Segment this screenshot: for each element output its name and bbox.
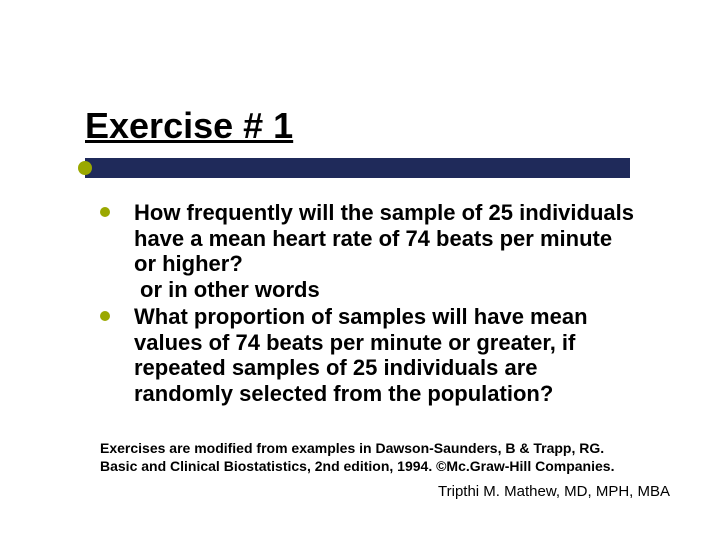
bullet-list: How frequently will the sample of 25 ind…: [100, 200, 640, 408]
slide: Exercise # 1 How frequently will the sam…: [0, 0, 720, 540]
author-credit: Tripthi M. Mathew, MD, MPH, MBA: [438, 483, 670, 500]
accent-dot-icon: [78, 161, 92, 175]
bullet-text: How frequently will the sample of 25 ind…: [134, 200, 634, 276]
title-underline-bar: [85, 158, 630, 178]
bullet-item: What proportion of samples will have mea…: [100, 304, 640, 406]
bullet-connector: or in other words: [134, 277, 640, 303]
footnote-text: Exercises are modified from examples in …: [100, 440, 640, 475]
slide-title: Exercise # 1: [85, 105, 293, 147]
bullet-item: How frequently will the sample of 25 ind…: [100, 200, 640, 302]
bullet-text: What proportion of samples will have mea…: [134, 304, 588, 406]
